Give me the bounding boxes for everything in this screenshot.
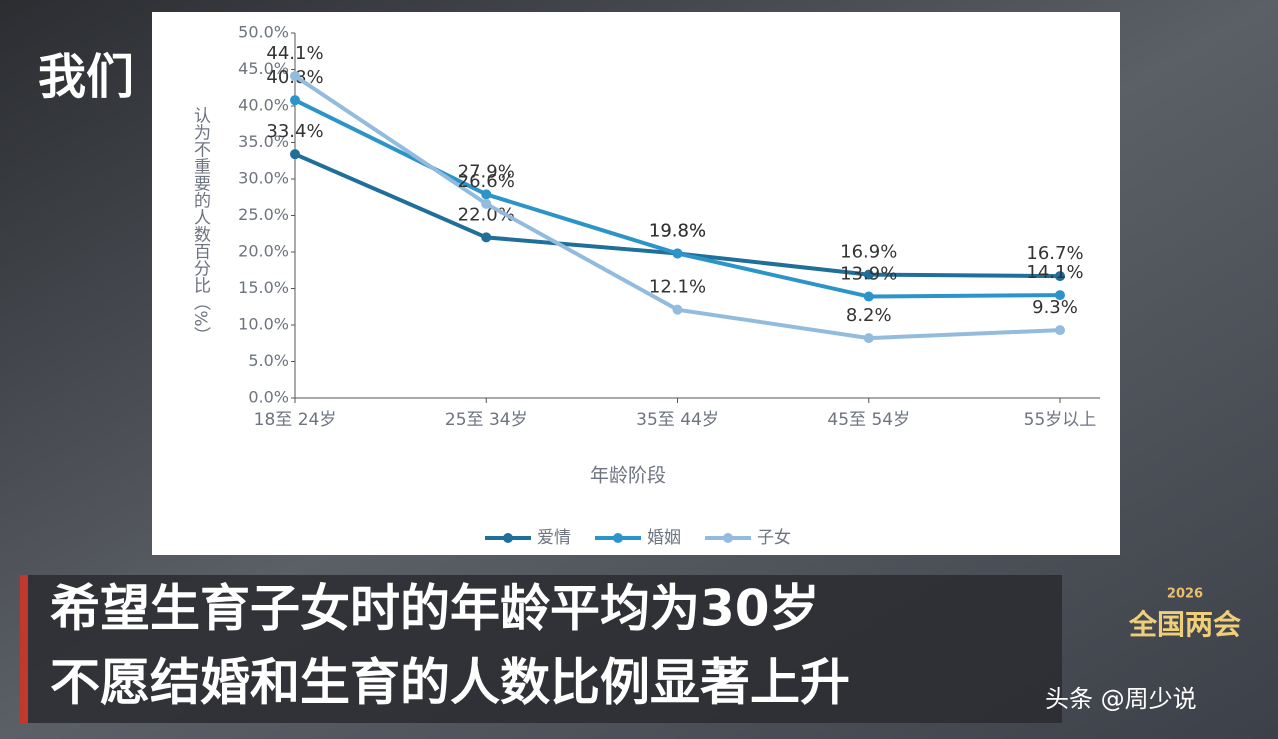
subtitle-bar [20, 575, 1062, 723]
point [290, 71, 300, 82]
y-tick-label: 35.0% [238, 132, 289, 151]
point [863, 291, 874, 302]
point [672, 304, 683, 315]
y-tick-label: 30.0% [238, 169, 289, 188]
point [290, 149, 300, 160]
subtitle-accent [20, 575, 28, 723]
badge-title: 全国两会 [1128, 608, 1241, 641]
legend-marker [503, 533, 513, 543]
legend-label: 婚姻 [647, 528, 681, 548]
legend-label: 子女 [757, 528, 791, 548]
logo: 我们 [38, 49, 134, 105]
value-label: 14.1% [1026, 262, 1083, 283]
y-tick-label: 40.0% [238, 96, 289, 115]
legend-marker [723, 533, 733, 543]
badge-year: 2026 [1167, 587, 1203, 602]
y-tick-label: 0.0% [248, 388, 289, 407]
subtitle-line: 希望生育子女时的年龄平均为30岁 [50, 580, 820, 638]
value-label: 9.3% [1032, 297, 1078, 318]
value-label: 26.6% [458, 171, 515, 192]
y-tick-label: 5.0% [248, 351, 289, 370]
value-label: 44.1% [266, 43, 323, 64]
point [1055, 290, 1065, 301]
point [481, 189, 492, 200]
y-axis-label: 认为不重要的人数百分比（%） [190, 106, 211, 343]
value-label: 16.9% [840, 242, 897, 263]
value-label: 12.1% [649, 277, 706, 298]
x-tick-label: 25至 34岁 [445, 410, 528, 430]
watermark: 头条 @周少说 [1045, 685, 1197, 713]
value-label: 13.9% [840, 264, 897, 285]
point [863, 333, 874, 344]
x-axis-label: 年龄阶段 [590, 465, 666, 487]
value-label: 33.4% [266, 121, 323, 142]
value-label: 8.2% [846, 305, 892, 326]
value-label: 19.8% [649, 220, 706, 241]
y-tick-label: 20.0% [238, 242, 289, 261]
y-tick-label: 15.0% [238, 278, 289, 297]
y-tick-label: 50.0% [238, 23, 289, 42]
point [1055, 325, 1065, 336]
point [863, 269, 874, 280]
point [290, 95, 300, 106]
chart-panel [152, 12, 1120, 555]
point [672, 248, 683, 259]
legend-marker [613, 533, 623, 543]
legend-label: 爱情 [537, 528, 571, 548]
y-tick-label: 45.0% [238, 59, 289, 78]
point [481, 198, 492, 209]
y-tick-label: 25.0% [238, 205, 289, 224]
x-tick-label: 18至 24岁 [254, 410, 337, 430]
value-label: 16.7% [1026, 243, 1083, 264]
x-tick-label: 55岁以上 [1024, 410, 1097, 430]
subtitle-line: 不愿结婚和生育的人数比例显著上升 [50, 654, 850, 712]
value-label: 19.8% [649, 220, 706, 241]
value-label: 27.9% [458, 161, 515, 182]
x-tick-label: 45至 54岁 [827, 410, 910, 430]
x-tick-label: 35至 44岁 [636, 410, 719, 430]
point [481, 232, 492, 243]
point [1055, 271, 1065, 282]
y-tick-label: 10.0% [238, 315, 289, 334]
